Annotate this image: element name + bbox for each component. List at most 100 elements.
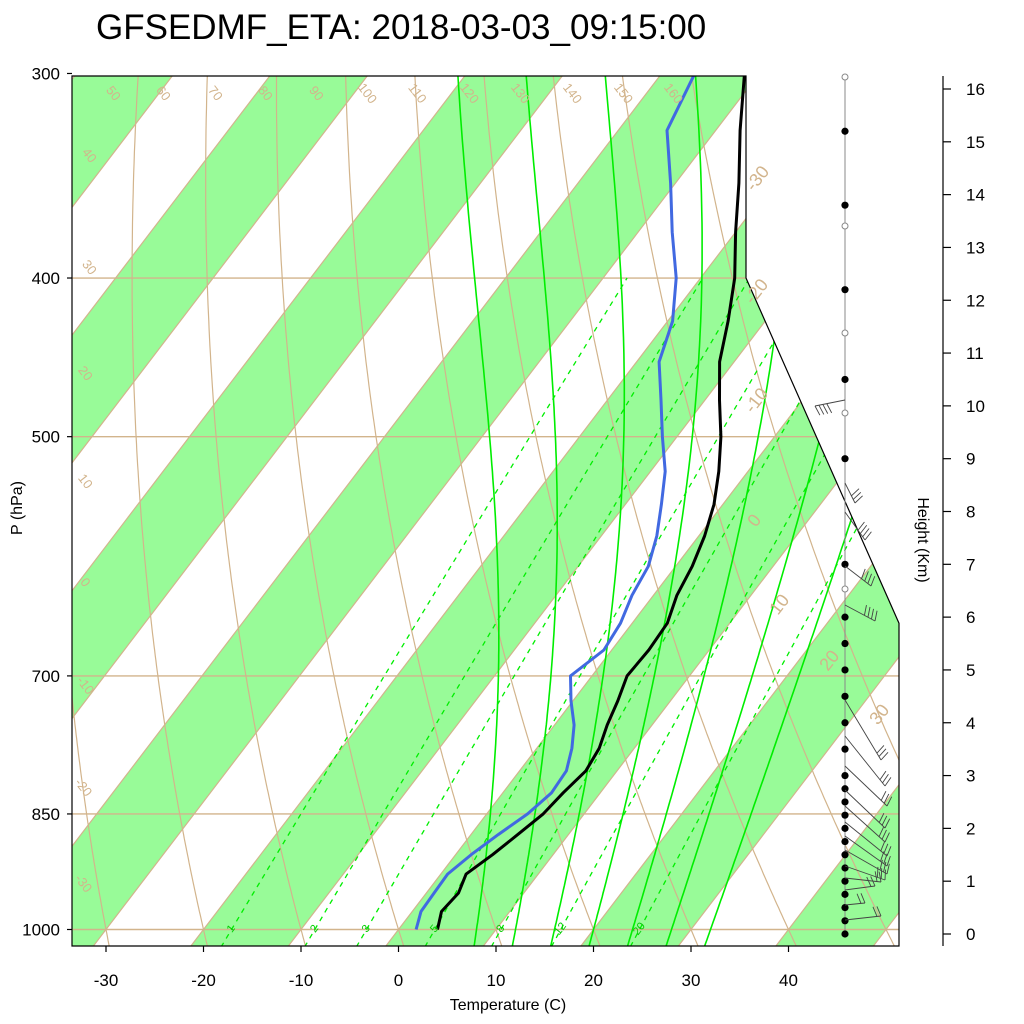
isotherm-band xyxy=(370,76,899,946)
wind-barb-feather xyxy=(879,859,883,871)
wind-barb xyxy=(844,902,866,906)
height-tick-label: 0 xyxy=(966,925,975,944)
height-tick-label: 13 xyxy=(966,238,985,257)
wind-barb xyxy=(844,482,856,504)
wind-barb-feather xyxy=(878,748,887,757)
wind-open-marker xyxy=(841,329,849,337)
isotherm-band xyxy=(565,76,899,946)
wind-barb-feather xyxy=(870,576,876,587)
sounding-profiles xyxy=(414,76,805,930)
dry-adiabat xyxy=(1017,0,1024,971)
wind-barb xyxy=(844,821,888,857)
wind-level-dot xyxy=(841,811,849,819)
wind-level-dot xyxy=(841,837,849,846)
wind-barb-feather xyxy=(886,846,892,857)
wind-barb-feather xyxy=(886,796,893,807)
height-tick-label: 12 xyxy=(966,291,985,310)
wind-barb xyxy=(844,565,872,587)
height-tick-label: 2 xyxy=(966,819,975,838)
wind-barb-feather xyxy=(863,605,867,616)
wind-barb-feather xyxy=(878,871,882,883)
moist-adiabat xyxy=(583,76,703,946)
temperature-tick-label: 0 xyxy=(394,971,403,990)
mixing-ratio-label: 8 xyxy=(494,923,507,935)
temperature-tick-label: -30 xyxy=(94,971,119,990)
height-tick-label: 15 xyxy=(966,133,985,152)
wind-barb-feather xyxy=(881,815,888,826)
wind-open-marker xyxy=(841,585,849,593)
height-tick-label: 14 xyxy=(966,186,985,205)
pressure-tick-label: 700 xyxy=(32,667,60,686)
temperature-tick-label: 40 xyxy=(779,971,798,990)
pressure-tick-label: 1000 xyxy=(22,921,60,940)
wind-barb-feather xyxy=(878,812,885,823)
wind-barb-feather xyxy=(881,829,887,840)
wind-top-marker xyxy=(841,73,849,81)
wind-barb xyxy=(844,765,888,807)
wind-level-dot xyxy=(841,771,849,780)
moist-adiabat xyxy=(697,76,899,946)
dry-adiabat xyxy=(816,76,899,946)
dry-adiabat-label: 70 xyxy=(205,83,226,104)
y-axis-title: P (hPa) xyxy=(9,481,26,535)
wind-barb xyxy=(844,511,866,541)
mixing-ratio-line xyxy=(210,277,628,946)
wind-barb-feather xyxy=(854,495,863,504)
wind-level-dot xyxy=(841,917,849,925)
moist-adiabat xyxy=(508,76,558,946)
dry-adiabat xyxy=(205,76,332,946)
dry-adiabat-label: 110 xyxy=(405,80,430,106)
wind-level-dot xyxy=(841,719,849,727)
plot-frame xyxy=(71,75,900,947)
wind-barb xyxy=(844,915,882,921)
wind-level-dot xyxy=(841,127,849,135)
dry-adiabat-label: 30 xyxy=(79,257,100,278)
wind-barb-feather xyxy=(864,571,869,582)
wind-barb-feather xyxy=(814,405,821,416)
wind-barb-feather xyxy=(878,827,884,837)
dry-adiabat-label: -20 xyxy=(72,775,95,799)
wind-level-dot xyxy=(841,455,849,463)
height-tick-label: 4 xyxy=(966,714,975,733)
wind-level-dot xyxy=(841,692,849,700)
wind-level-dot xyxy=(841,560,849,568)
wind-barb-feather xyxy=(880,790,887,801)
x-axis-title: Temperature (C) xyxy=(450,997,566,1014)
wind-barb-feather xyxy=(874,871,878,882)
mixing-ratio-label: 3 xyxy=(360,923,373,935)
isotherm-band xyxy=(72,76,383,946)
wind-barb-feather xyxy=(884,818,891,829)
isotherm-band xyxy=(72,76,773,946)
wind-barb-feather xyxy=(852,491,862,500)
isotherm-line xyxy=(72,76,383,946)
wind-barb-feather xyxy=(859,524,868,534)
wind-barb xyxy=(844,835,888,867)
pressure-tick-label: 300 xyxy=(32,64,60,83)
wind-barb-feather xyxy=(883,793,890,804)
temperature-tick-label: -20 xyxy=(191,971,216,990)
isotherm-label: 10 xyxy=(765,590,793,618)
wind-barb xyxy=(844,789,886,829)
mixing-ratio-label: 20 xyxy=(631,920,648,937)
wind-barb-feather xyxy=(867,573,872,584)
wind-barb-feather xyxy=(860,893,866,904)
dewpoint-profile-line xyxy=(414,76,706,930)
wind-barb xyxy=(844,877,882,883)
wind-level-dot xyxy=(841,375,849,384)
wind-level-dot xyxy=(841,745,849,753)
isotherm-line xyxy=(72,76,578,946)
temperature-tick-label: 30 xyxy=(682,971,701,990)
wind-barb xyxy=(844,885,876,891)
height-tick-label: 6 xyxy=(966,608,975,627)
wind-level-dot xyxy=(841,798,849,806)
wind-barb-feather xyxy=(882,774,889,784)
isotherm-line xyxy=(72,76,286,946)
wind-barb-feather xyxy=(862,528,870,538)
plot-border xyxy=(71,75,900,947)
dry-adiabat-label: 150 xyxy=(611,80,636,106)
mixing-ratio-line xyxy=(481,277,872,946)
wind-level-dot xyxy=(841,890,849,898)
wind-level-dot xyxy=(841,613,849,621)
wind-barb xyxy=(814,399,846,407)
